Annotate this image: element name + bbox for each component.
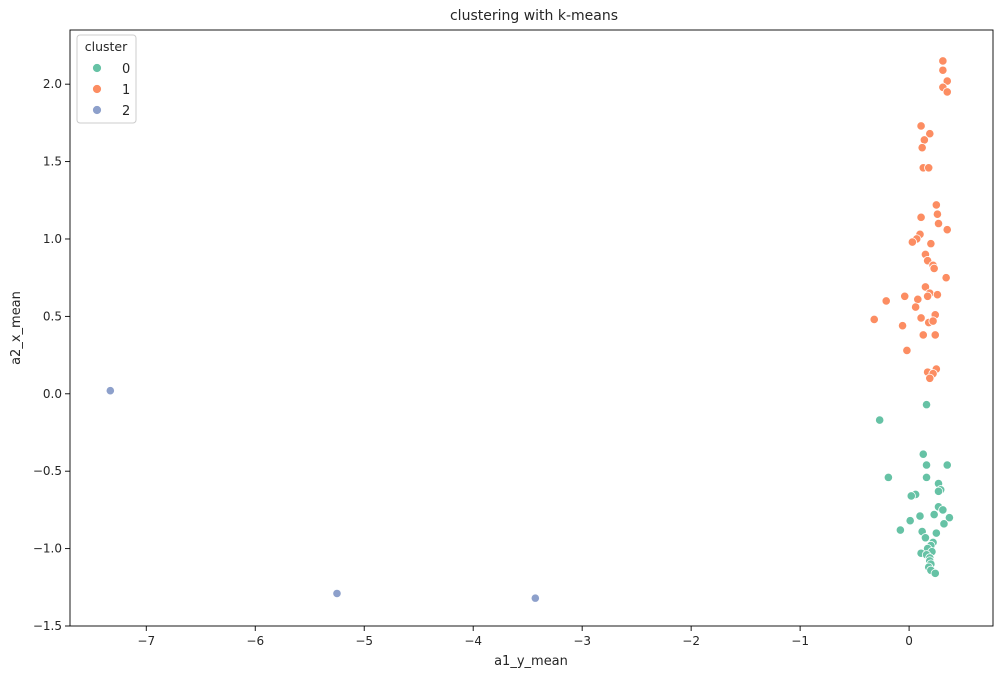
data-point-cluster-0 xyxy=(920,533,931,543)
data-point-cluster-0 xyxy=(906,491,916,501)
data-point-cluster-1 xyxy=(918,330,928,340)
x-tick-label: −6 xyxy=(246,634,264,648)
data-point-cluster-1 xyxy=(881,296,891,306)
data-point-cluster-2 xyxy=(530,593,540,603)
scatter-points xyxy=(105,56,955,603)
x-tick-label: −7 xyxy=(137,634,155,648)
data-point-cluster-0 xyxy=(939,519,949,529)
legend: cluster 0 1 2 xyxy=(76,34,137,124)
data-point-cluster-0 xyxy=(929,509,939,520)
legend-label-0: 0 xyxy=(122,62,130,77)
data-point-cluster-1 xyxy=(942,76,952,86)
data-point-cluster-0 xyxy=(875,415,885,425)
data-point-cluster-1 xyxy=(931,200,941,210)
data-point-cluster-0 xyxy=(921,460,932,470)
y-tick-label: −1.0 xyxy=(33,542,62,556)
data-point-cluster-1 xyxy=(913,294,923,304)
y-tick-label: −0.5 xyxy=(33,464,62,478)
data-point-cluster-1 xyxy=(942,87,952,97)
data-point-cluster-1 xyxy=(924,163,934,173)
plot-area-frame xyxy=(69,29,994,627)
data-point-cluster-1 xyxy=(933,218,944,229)
x-axis-label: a1_y_mean xyxy=(494,654,568,669)
chart-title: clustering with k-means xyxy=(450,8,618,24)
data-point-cluster-1 xyxy=(869,314,879,325)
data-point-cluster-0 xyxy=(931,528,941,538)
data-point-cluster-1 xyxy=(925,129,935,139)
data-point-cluster-0 xyxy=(933,486,944,496)
legend-label-1: 1 xyxy=(122,83,130,98)
data-point-cluster-1 xyxy=(907,237,917,247)
data-point-cluster-1 xyxy=(942,225,952,235)
data-point-cluster-1 xyxy=(925,373,935,383)
data-point-cluster-1 xyxy=(916,121,926,131)
data-point-cluster-0 xyxy=(905,516,915,526)
y-axis-label: a2_x_mean xyxy=(9,291,24,365)
legend-marker-1 xyxy=(92,84,102,94)
data-point-cluster-0 xyxy=(895,525,905,535)
data-point-cluster-1 xyxy=(938,56,948,66)
y-tick-label: 0.0 xyxy=(43,387,62,401)
data-point-cluster-0 xyxy=(930,568,940,578)
legend-items: 0 1 2 xyxy=(92,62,130,119)
data-point-cluster-1 xyxy=(917,143,927,153)
y-axis: −1.5 −1.0 −0.5 0.0 0.5 1.0 1.5 2.0 xyxy=(33,77,70,633)
legend-marker-0 xyxy=(92,63,102,73)
data-point-cluster-0 xyxy=(944,513,955,523)
data-point-cluster-1 xyxy=(932,290,943,300)
data-point-cluster-1 xyxy=(919,135,929,145)
x-tick-label: −4 xyxy=(464,634,482,648)
y-tick-label: 0.5 xyxy=(43,309,62,323)
y-tick-label: 1.0 xyxy=(43,232,62,246)
x-tick-label: −3 xyxy=(573,634,591,648)
legend-marker-2 xyxy=(92,105,102,115)
data-point-cluster-1 xyxy=(916,313,926,323)
x-tick-label: −2 xyxy=(682,634,700,648)
data-point-cluster-1 xyxy=(911,302,921,312)
data-point-cluster-1 xyxy=(929,263,939,273)
legend-box xyxy=(76,34,137,124)
legend-title: cluster xyxy=(85,39,128,54)
data-point-cluster-0 xyxy=(883,472,893,482)
data-point-cluster-1 xyxy=(920,282,931,292)
x-tick-label: 0 xyxy=(905,634,913,648)
data-point-cluster-0 xyxy=(918,449,928,459)
data-point-cluster-1 xyxy=(916,212,926,222)
y-tick-label: −1.5 xyxy=(33,619,62,633)
data-point-cluster-1 xyxy=(932,209,943,219)
data-point-cluster-1 xyxy=(938,65,948,75)
data-point-cluster-2 xyxy=(105,386,115,396)
data-point-cluster-1 xyxy=(902,345,912,356)
data-point-cluster-0 xyxy=(938,505,948,515)
data-point-cluster-1 xyxy=(900,291,910,301)
legend-label-2: 2 xyxy=(122,104,130,119)
data-point-cluster-1 xyxy=(926,239,936,249)
data-point-cluster-0 xyxy=(921,472,932,482)
data-point-cluster-2 xyxy=(332,588,342,599)
data-point-cluster-1 xyxy=(941,273,951,283)
data-point-cluster-1 xyxy=(897,321,908,331)
data-point-cluster-1 xyxy=(923,291,933,301)
data-point-cluster-1 xyxy=(928,316,938,326)
x-tick-label: −1 xyxy=(791,634,809,648)
data-point-cluster-1 xyxy=(930,330,940,340)
data-point-cluster-0 xyxy=(915,511,925,521)
y-tick-label: 1.5 xyxy=(43,155,62,169)
x-tick-label: −5 xyxy=(355,634,373,648)
x-axis: −7 −6 −5 −4 −3 −2 −1 0 xyxy=(137,626,913,648)
data-point-cluster-0 xyxy=(921,400,932,410)
data-point-cluster-0 xyxy=(942,460,952,470)
y-tick-label: 2.0 xyxy=(43,77,62,91)
